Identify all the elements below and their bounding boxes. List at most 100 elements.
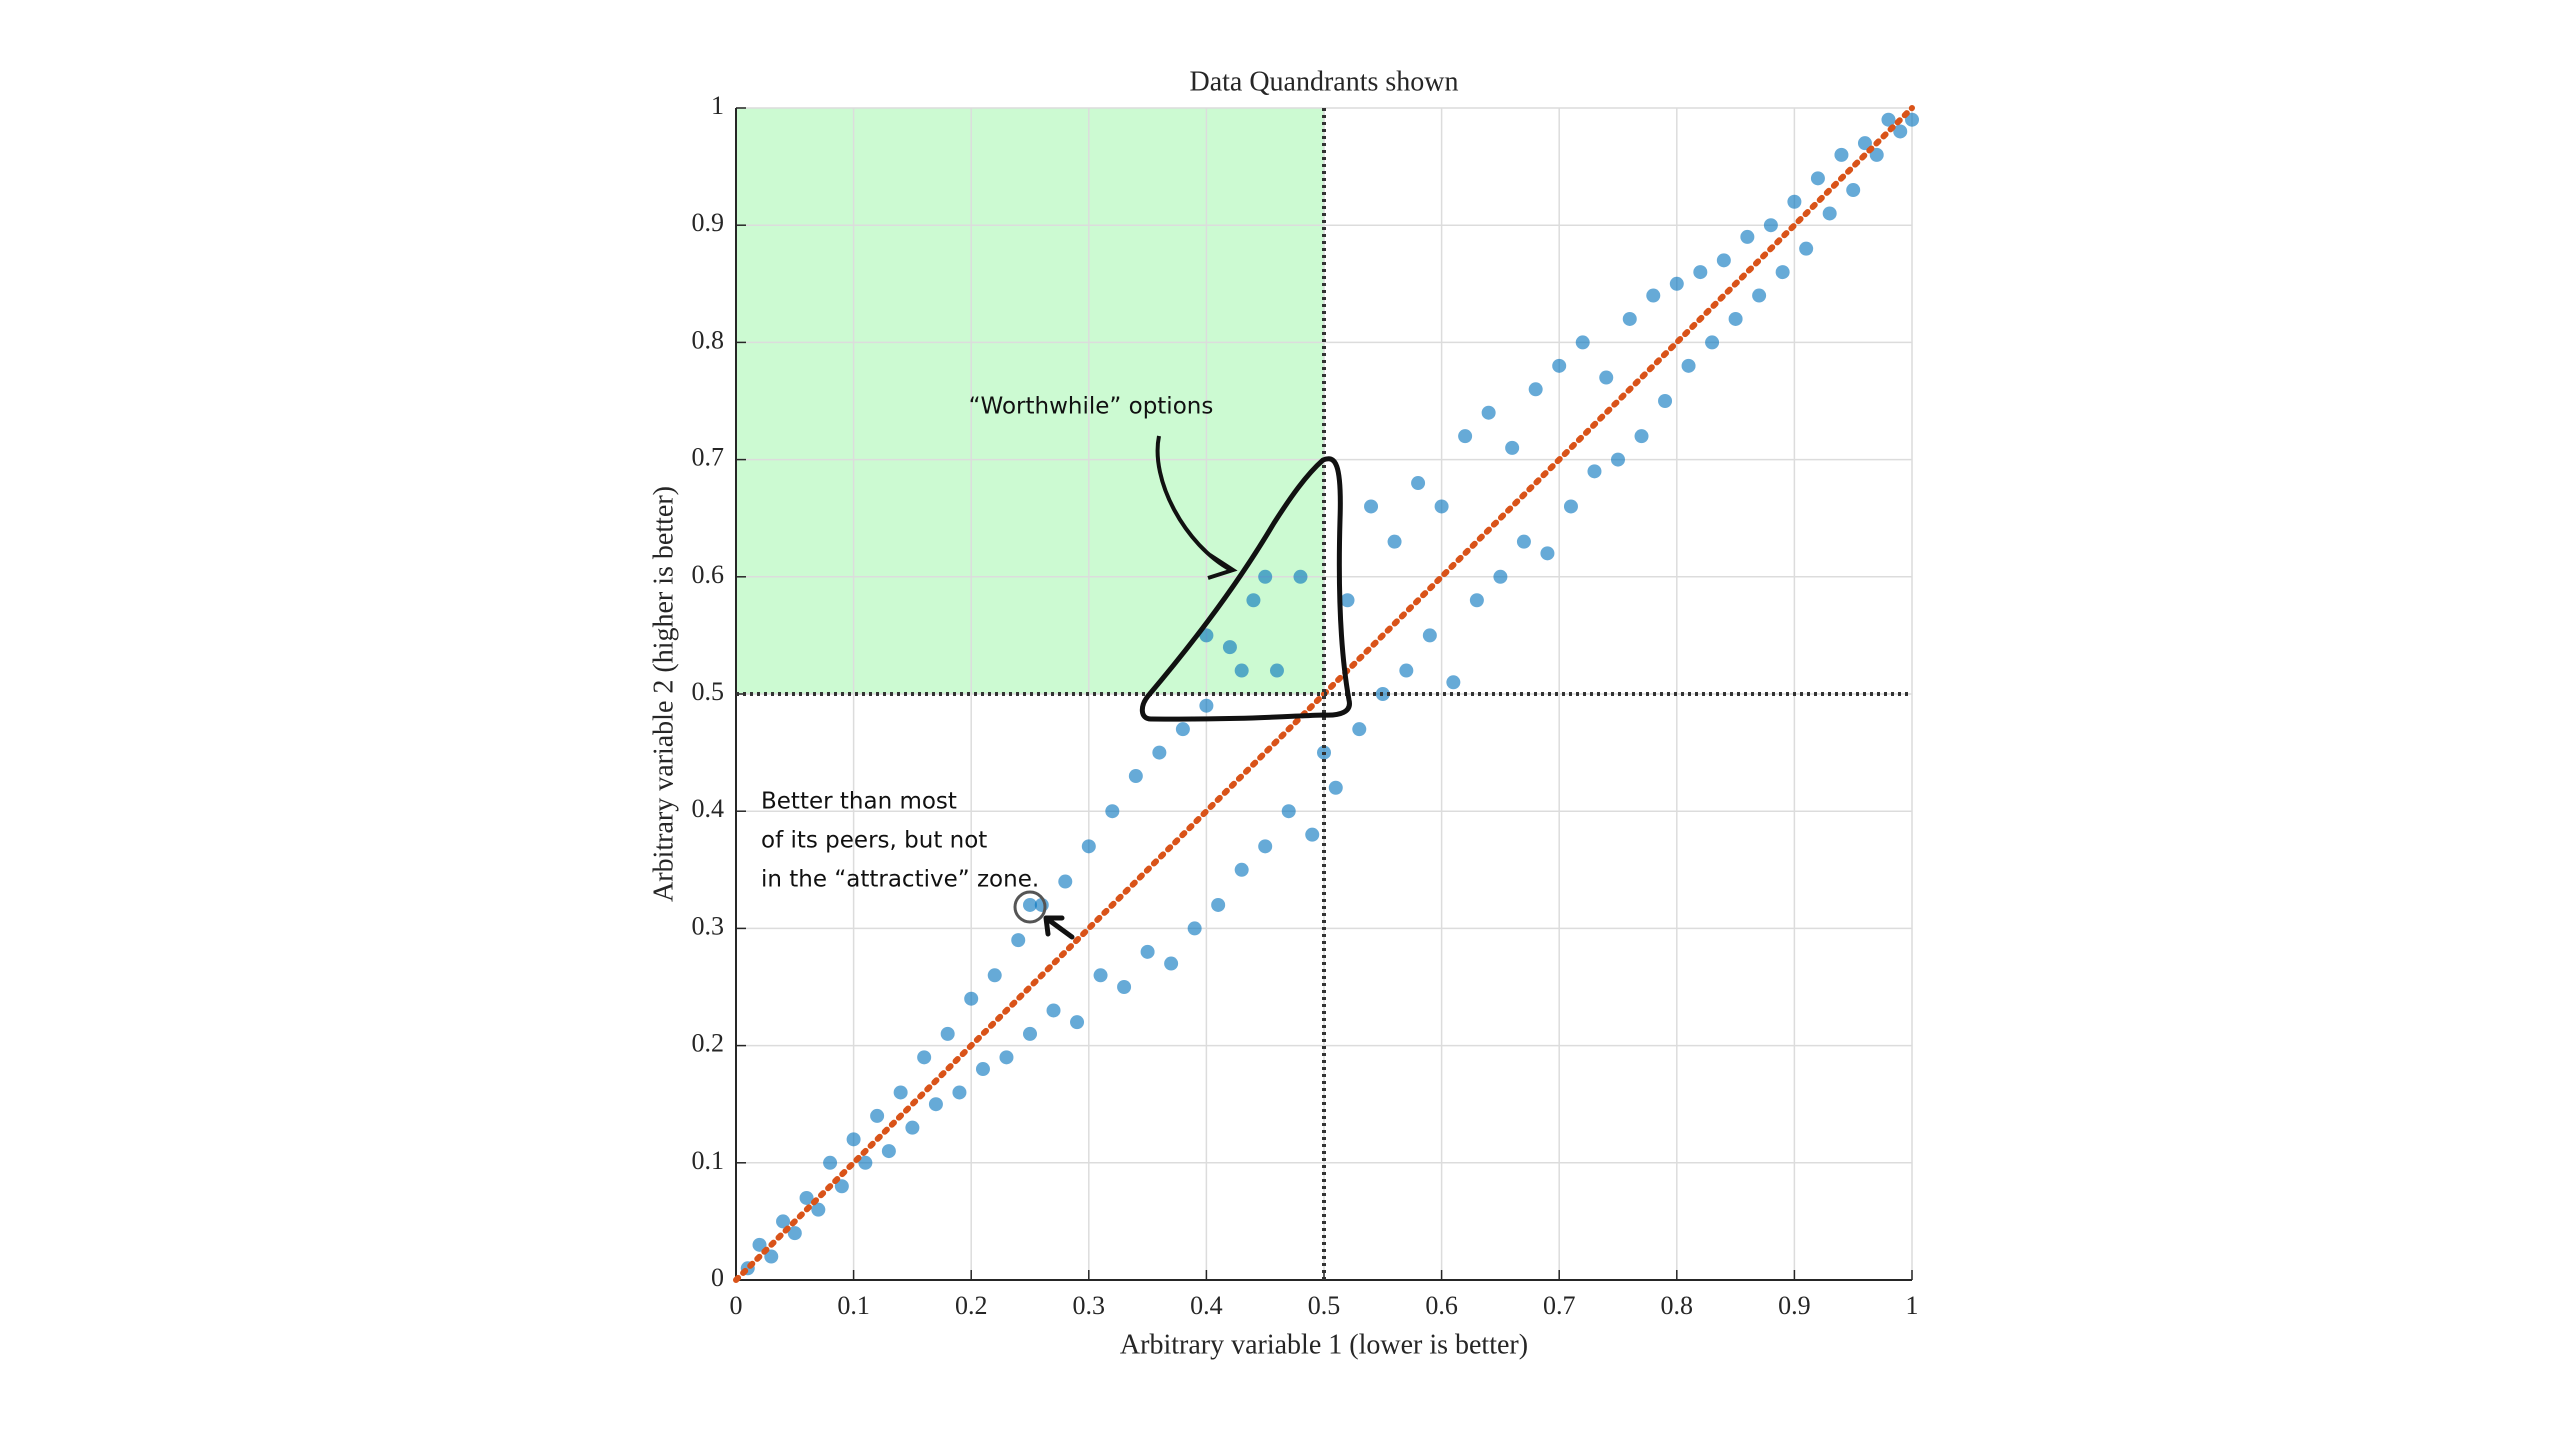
data-point xyxy=(1446,675,1461,690)
data-point xyxy=(1046,1003,1061,1018)
data-point xyxy=(846,1132,861,1147)
data-point xyxy=(1269,663,1284,678)
data-point xyxy=(1575,335,1590,350)
data-point xyxy=(987,968,1002,983)
x-tick-label: 0.4 xyxy=(1190,1291,1223,1320)
data-point xyxy=(1481,405,1496,420)
x-tick-label: 0.9 xyxy=(1778,1291,1811,1320)
data-point xyxy=(752,1237,767,1252)
data-point xyxy=(905,1120,920,1135)
x-tick-label: 0.2 xyxy=(955,1291,988,1320)
data-point xyxy=(1669,276,1684,291)
data-point xyxy=(799,1190,814,1205)
x-axis-label: Arbitrary variable 1 (lower is better) xyxy=(1120,1329,1528,1360)
y-tick-label: 0.9 xyxy=(692,208,725,237)
data-point xyxy=(893,1085,908,1100)
data-point xyxy=(1810,171,1825,186)
data-point xyxy=(1164,956,1179,971)
data-point xyxy=(1434,499,1449,514)
data-point xyxy=(1117,980,1132,994)
data-point xyxy=(1552,358,1567,373)
data-point xyxy=(1175,722,1190,737)
data-point xyxy=(1081,839,1096,854)
data-point xyxy=(1493,569,1508,584)
data-point xyxy=(1340,593,1355,608)
x-tick-label: 0.7 xyxy=(1543,1291,1576,1320)
data-point xyxy=(1905,112,1919,127)
y-tick-label: 0 xyxy=(711,1263,724,1292)
data-point xyxy=(1528,382,1543,397)
data-point xyxy=(1281,804,1296,819)
data-point xyxy=(870,1108,885,1123)
data-point xyxy=(1705,335,1720,350)
data-point xyxy=(1540,546,1555,561)
data-point xyxy=(787,1226,802,1241)
data-point xyxy=(1563,499,1578,514)
data-point xyxy=(928,1097,943,1112)
data-point xyxy=(1093,968,1108,983)
data-point xyxy=(1352,722,1367,737)
marks-layer xyxy=(740,112,1919,1276)
data-point xyxy=(1422,628,1437,643)
y-tick-label: 0.8 xyxy=(692,325,725,354)
annotation: in the “attractive” zone. xyxy=(761,867,1039,893)
data-point xyxy=(1763,218,1778,233)
data-point xyxy=(1328,780,1343,795)
data-point xyxy=(823,1155,838,1170)
data-point xyxy=(975,1062,990,1077)
y-tick-label: 0.5 xyxy=(692,677,725,706)
data-point xyxy=(1799,241,1814,256)
data-point xyxy=(1611,452,1625,467)
data-point xyxy=(1846,183,1861,198)
data-point xyxy=(1387,534,1402,549)
data-point xyxy=(1646,288,1661,303)
data-point xyxy=(1199,628,1214,643)
data-point xyxy=(1469,593,1484,608)
data-point xyxy=(964,991,979,1006)
data-point xyxy=(940,1026,955,1041)
y-tick-label: 0.1 xyxy=(692,1146,725,1175)
x-tick-label: 0.1 xyxy=(837,1291,870,1320)
data-point xyxy=(1599,370,1614,385)
y-tick-label: 0.3 xyxy=(692,911,725,940)
data-point xyxy=(1857,136,1872,151)
data-point xyxy=(1399,663,1414,678)
data-point xyxy=(1222,640,1237,655)
data-point xyxy=(1411,476,1426,491)
data-point xyxy=(1246,593,1261,608)
data-point xyxy=(1740,229,1755,244)
data-point xyxy=(811,1202,826,1217)
data-point xyxy=(1587,464,1602,479)
data-point xyxy=(1011,933,1026,948)
y-tick-label: 0.7 xyxy=(692,443,725,472)
data-point xyxy=(1187,921,1202,936)
data-point xyxy=(1258,839,1273,854)
worthwhile-arrowhead xyxy=(1207,553,1238,580)
data-point xyxy=(1787,194,1802,209)
data-point xyxy=(1152,745,1167,760)
peer-arrow xyxy=(1043,915,1075,940)
data-point xyxy=(1516,534,1531,549)
data-point xyxy=(881,1144,896,1159)
y-tick-label: 0.2 xyxy=(692,1029,725,1058)
data-point xyxy=(1893,124,1908,139)
data-point xyxy=(1023,1026,1037,1041)
data-point xyxy=(1458,429,1473,444)
data-point xyxy=(952,1085,967,1100)
data-point xyxy=(1681,358,1696,373)
worthwhile-outline xyxy=(1139,456,1352,722)
data-point xyxy=(1775,265,1790,280)
data-point xyxy=(1634,429,1649,444)
data-point xyxy=(1622,311,1637,326)
data-point xyxy=(1105,804,1120,819)
y-tick-label: 0.4 xyxy=(692,794,725,823)
data-point xyxy=(776,1214,791,1229)
y-tick-label: 1 xyxy=(711,91,724,120)
data-point xyxy=(1505,440,1520,455)
data-point xyxy=(1234,862,1249,877)
data-point xyxy=(917,1050,932,1065)
annotation: Better than most xyxy=(761,789,957,815)
data-point xyxy=(1693,265,1708,280)
data-point xyxy=(1752,288,1767,303)
data-point xyxy=(1234,663,1249,678)
